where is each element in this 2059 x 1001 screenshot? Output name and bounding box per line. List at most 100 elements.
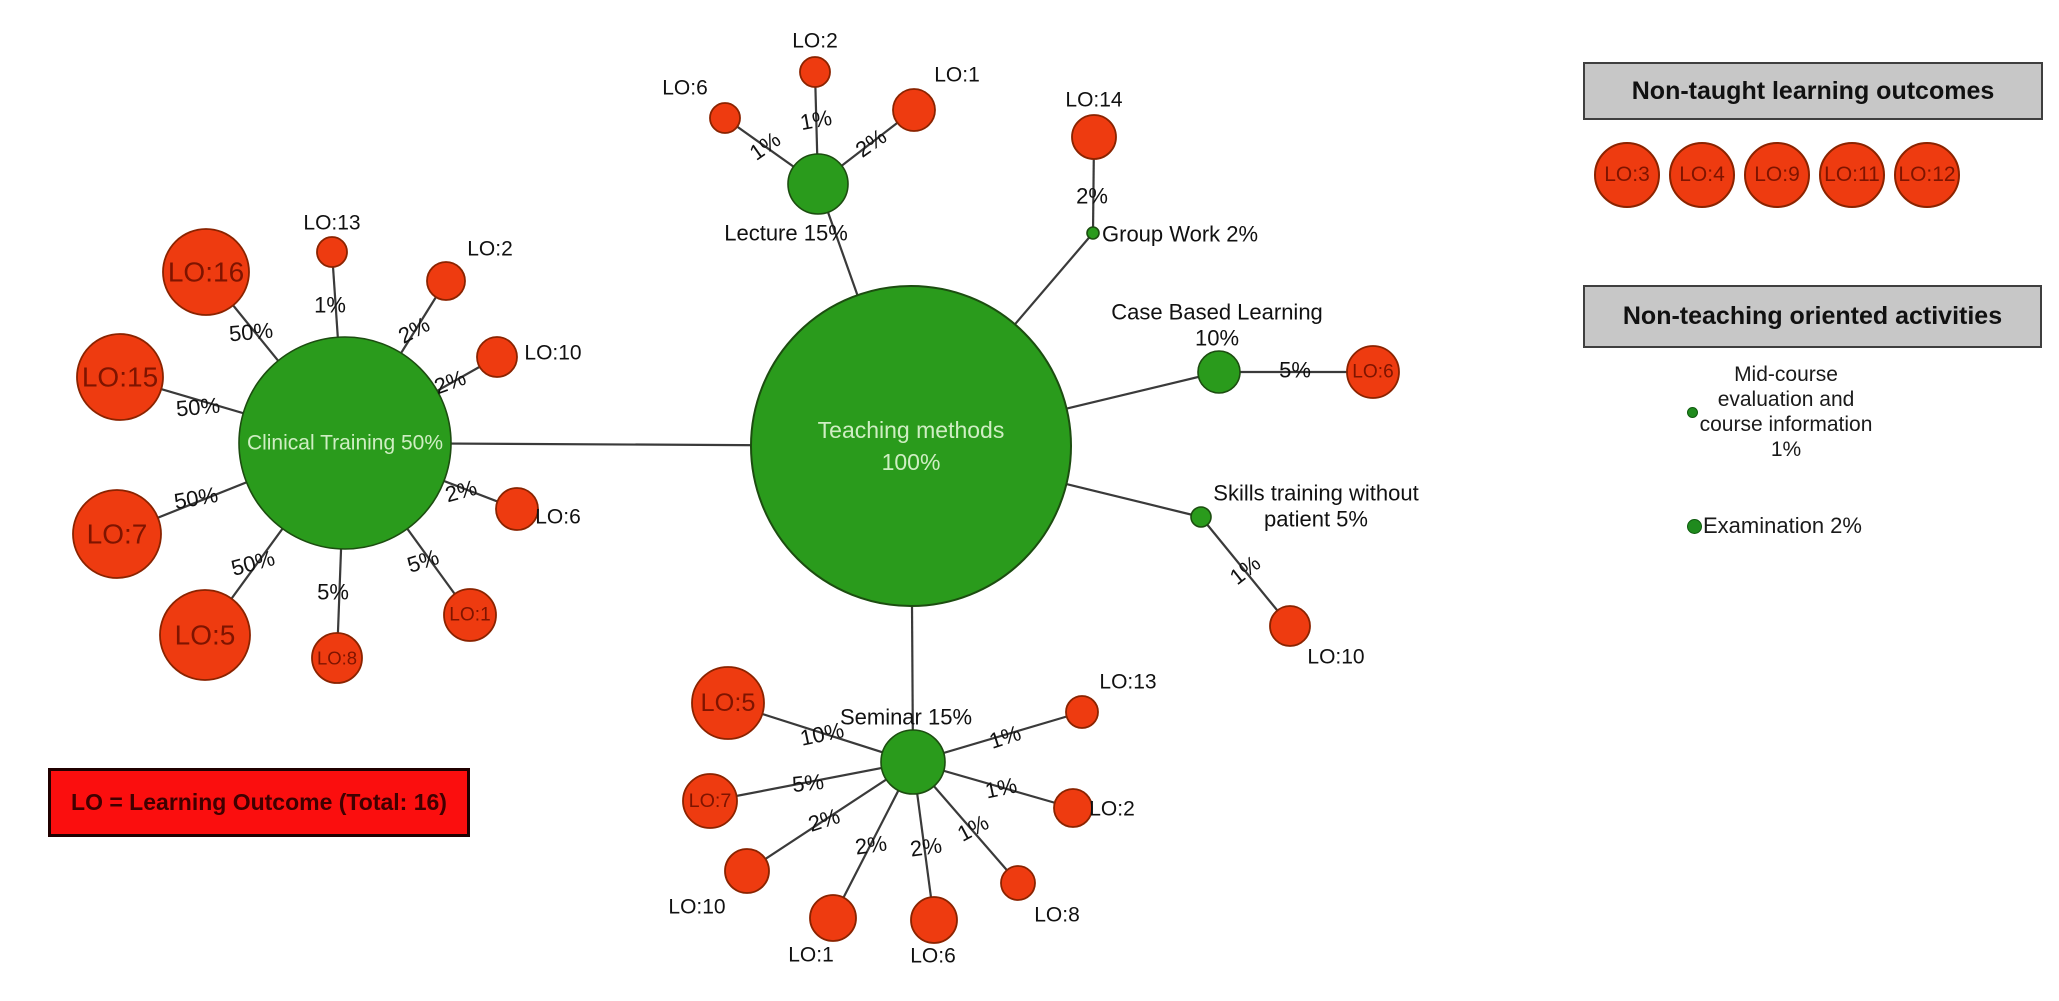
non-taught-lo-circle: LO:3	[1594, 142, 1660, 208]
node-skills	[1190, 506, 1212, 528]
edge-pct-label: 2%	[909, 832, 944, 861]
node-outcome-clinical	[159, 589, 251, 681]
outcome-label: LO:14	[1065, 89, 1123, 112]
midcourse-label-line: course information	[1699, 413, 1873, 436]
node-outcome-lecture	[892, 88, 936, 132]
node-case-based	[1197, 350, 1241, 394]
edge-pct-label: 2%	[431, 365, 469, 399]
node-outcome-clinical	[311, 632, 363, 684]
examination-node-dot	[1687, 518, 1702, 534]
edge-pct-label: 5%	[317, 580, 349, 605]
outcome-label: LO:10	[1307, 646, 1364, 669]
edge-pct-label: 5%	[791, 769, 825, 797]
outcome-label-inside: LO:5	[175, 620, 236, 651]
node-outcome-clinical	[76, 333, 164, 421]
method-label-clinical: Clinical Training 50%	[247, 432, 443, 455]
edge-pct-label: 1%	[745, 127, 785, 166]
edge-pct-label: 2%	[1076, 184, 1108, 209]
node-outcome-seminar	[1065, 695, 1099, 729]
non-taught-lo-circle: LO:9	[1744, 142, 1810, 208]
midcourse-label-line: 1%	[1770, 438, 1802, 461]
non-taught-outcomes-row: LO:3 LO:4 LO:9 LO:11 LO:12	[1594, 142, 1960, 208]
edge-pct-label: 1%	[798, 105, 834, 135]
edge-pct-label: 1%	[314, 293, 346, 318]
edge-pct-label: 2%	[805, 803, 843, 837]
method-label-skills: Skills training without patient 5%	[1213, 481, 1418, 532]
node-outcome-clinical	[72, 489, 162, 579]
node-outcome-clinical	[495, 487, 539, 531]
edge-pct-label: 50%	[172, 482, 220, 514]
node-seminar	[880, 729, 946, 795]
outcome-label: LO:6	[535, 506, 581, 529]
edge-skills-outcome	[1200, 516, 1291, 627]
outcome-label-inside: LO:5	[701, 689, 756, 717]
node-outcome-skills	[1269, 605, 1311, 647]
edge-pct-label: 2%	[854, 830, 889, 859]
node-outcome-clinical	[162, 228, 250, 316]
edge-pct-label: 50%	[228, 318, 274, 347]
edge-pct-label: 50%	[175, 393, 221, 422]
outcome-label: LO:2	[792, 30, 838, 53]
outcome-label: LO:6	[662, 77, 708, 100]
outcome-label-inside: LO:7	[87, 519, 148, 550]
node-outcome-seminar	[809, 894, 857, 942]
method-label-case-based: Case Based Learning 10%	[1111, 300, 1323, 351]
edge-pct-label: 2%	[851, 124, 891, 163]
method-label-seminar: Seminar 15%	[840, 705, 972, 730]
outcome-label: LO:1	[934, 64, 980, 87]
non-taught-lo-circle: LO:11	[1819, 142, 1885, 208]
edge-seminar-outcome	[709, 760, 914, 803]
node-clinical	[238, 336, 452, 550]
non-taught-lo-circle: LO:4	[1669, 142, 1735, 208]
node-group-work	[1086, 226, 1100, 240]
legend-box: LO = Learning Outcome (Total: 16)	[48, 768, 470, 837]
edge-pct-label: 1%	[1225, 550, 1265, 589]
non-taught-lo-circle: LO:12	[1894, 142, 1960, 208]
edge-seminar-outcome	[746, 761, 914, 872]
node-outcome-lecture	[709, 102, 741, 134]
edge-pct-label: 50%	[228, 545, 277, 581]
node-outcome-seminar	[1000, 865, 1036, 901]
outcome-label-inside: LO:6	[1352, 362, 1393, 383]
node-outcome-seminar	[724, 848, 770, 894]
midcourse-label-line: evaluation and	[1717, 388, 1855, 411]
non-taught-outcomes-title: Non-taught learning outcomes	[1631, 76, 1995, 105]
node-outcome-lecture	[799, 56, 831, 88]
outcome-label-inside: LO:8	[317, 648, 357, 669]
node-outcome-seminar	[691, 666, 765, 740]
edge-pct-label: 2%	[442, 475, 479, 507]
edge-pct-label: 2%	[394, 311, 434, 348]
node-outcome-clinical	[443, 588, 497, 642]
method-label-group-work: Group Work 2%	[1102, 222, 1258, 247]
outcome-label: LO:10	[668, 896, 725, 919]
edge-pct-label: 10%	[798, 717, 846, 751]
edge-pct-label: 5%	[1279, 358, 1311, 383]
node-outcome-clinical	[316, 236, 348, 268]
examination-entry: Examination 2%	[1687, 513, 1862, 539]
outcome-label: LO:2	[467, 238, 513, 261]
hub-label: Teaching methods 100%	[818, 417, 1005, 475]
examination-label: Examination 2%	[1703, 513, 1862, 538]
node-outcome-case-based	[1346, 345, 1400, 399]
non-taught-outcomes-header: Non-taught learning outcomes	[1583, 62, 2043, 120]
outcome-label-inside: LO:7	[689, 790, 732, 812]
midcourse-node-dot	[1687, 407, 1698, 418]
outcome-label-inside: LO:16	[168, 257, 244, 288]
legend-text: LO = Learning Outcome (Total: 16)	[71, 789, 447, 815]
node-outcome-clinical	[426, 261, 466, 301]
method-label-lecture: Lecture 15%	[724, 221, 848, 246]
midcourse-label-line: Mid-course	[1734, 363, 1838, 386]
outcome-label-inside: LO:1	[449, 605, 490, 626]
outcome-label: LO:6	[910, 945, 956, 968]
midcourse-label: Mid-course evaluation and course informati…	[1668, 362, 1904, 462]
node-outcome-seminar	[910, 896, 958, 944]
edge-pct-label: 1%	[986, 720, 1024, 754]
non-teaching-activities-title: Non-teaching oriented activities	[1622, 302, 2003, 330]
edge-pct-label: 1%	[983, 772, 1019, 803]
non-teaching-activities-header: Non-teaching oriented activities	[1583, 285, 2042, 348]
node-outcome-clinical	[476, 336, 518, 378]
outcome-label: LO:2	[1089, 798, 1135, 821]
outcome-label: LO:10	[524, 342, 581, 365]
